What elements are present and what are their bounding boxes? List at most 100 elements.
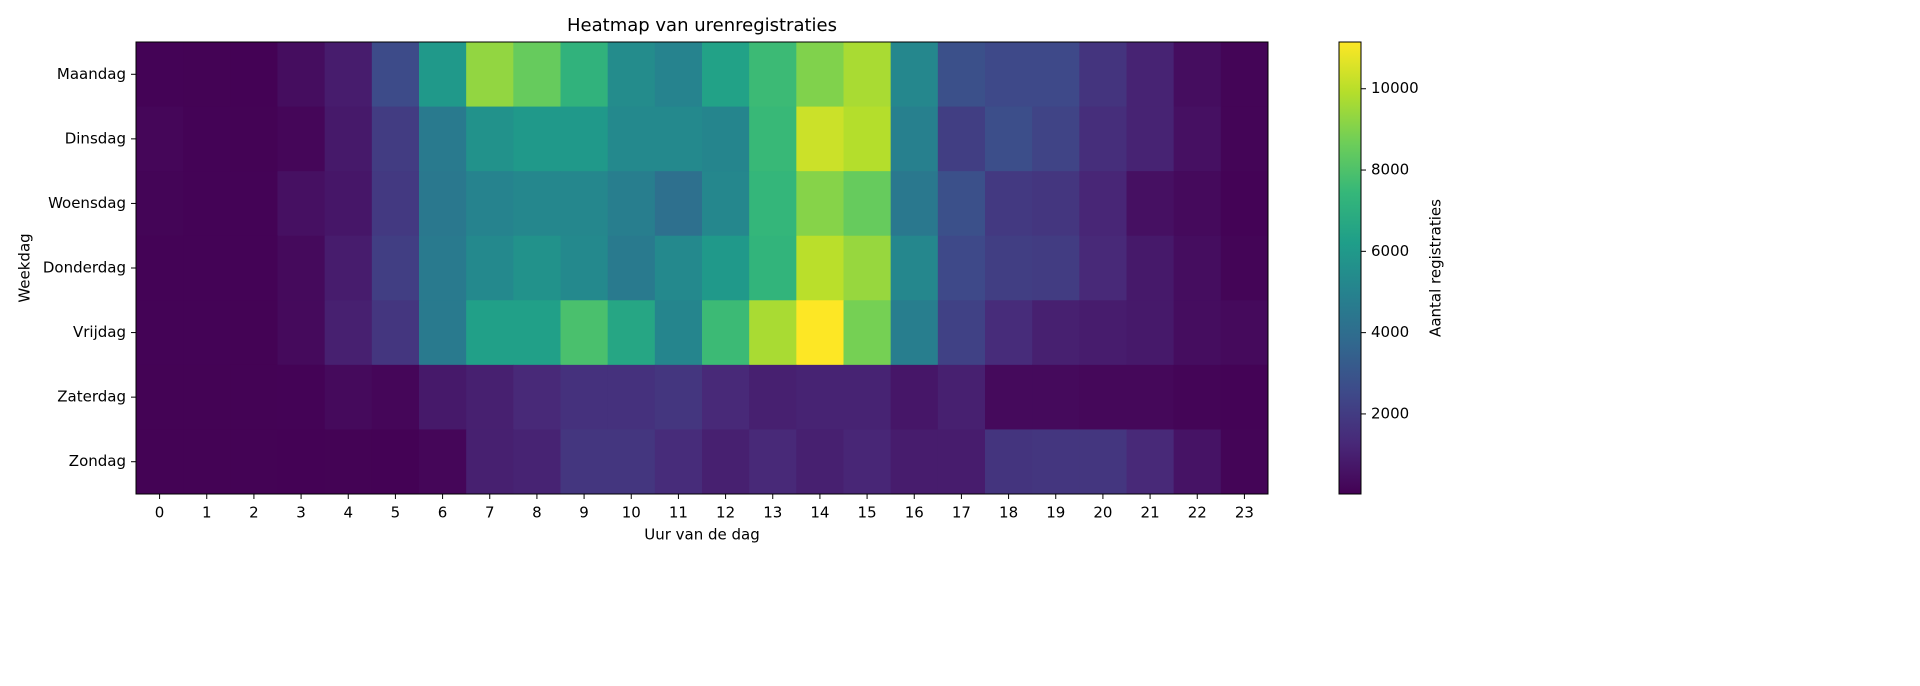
x-tick-label: 13 — [763, 504, 782, 522]
heatmap-cell — [513, 364, 561, 430]
heatmap-cell — [560, 300, 609, 366]
heatmap-cell — [607, 429, 656, 495]
heatmap-cell — [277, 235, 326, 301]
heatmap-cell — [324, 42, 373, 108]
heatmap-cell — [466, 235, 514, 301]
x-tick-label: 14 — [810, 504, 829, 522]
heatmap-cell — [607, 106, 656, 172]
heatmap-cell — [1079, 300, 1127, 366]
heatmap-cell — [183, 235, 231, 301]
heatmap-cell — [796, 42, 844, 108]
heatmap-cell — [466, 429, 514, 495]
heatmap-cell — [890, 429, 939, 495]
x-tick-label: 19 — [1046, 504, 1065, 522]
heatmap-cell — [419, 429, 467, 495]
heatmap-cell — [1126, 42, 1175, 108]
heatmap-cell — [230, 364, 278, 430]
heatmap-cell — [230, 300, 278, 366]
y-tick-label: Donderdag — [43, 259, 126, 277]
heatmap-cell — [183, 429, 231, 495]
heatmap-cell — [136, 429, 184, 495]
heatmap-cell — [183, 42, 231, 108]
colorbar-tick-label: 6000 — [1371, 242, 1409, 260]
heatmap-cell — [654, 429, 703, 495]
heatmap-cell — [560, 171, 609, 237]
chart-title: Heatmap van urenregistraties — [567, 15, 837, 36]
heatmap-cell — [513, 42, 561, 108]
heatmap-cell — [1220, 429, 1269, 495]
heatmap-cell — [513, 235, 561, 301]
heatmap-cell — [230, 42, 278, 108]
heatmap-cell — [937, 171, 986, 237]
heatmap-cell — [1032, 300, 1080, 366]
heatmap-cell — [702, 42, 750, 108]
heatmap-cell — [843, 171, 892, 237]
heatmap-cell — [1032, 42, 1080, 108]
heatmap-cell — [183, 171, 231, 237]
heatmap-cell — [796, 300, 844, 366]
heatmap-cell — [702, 364, 750, 430]
x-tick-label: 21 — [1141, 504, 1160, 522]
heatmap-cell — [136, 42, 184, 108]
heatmap-cell — [419, 364, 467, 430]
heatmap-cell — [702, 171, 750, 237]
heatmap-cell — [843, 106, 892, 172]
x-tick-label: 9 — [579, 504, 589, 522]
heatmap-cell — [654, 235, 703, 301]
heatmap-cell — [230, 235, 278, 301]
heatmap-cell — [1032, 171, 1080, 237]
heatmap-cell — [466, 42, 514, 108]
heatmap-cell — [560, 364, 609, 430]
heatmap-cell — [890, 106, 939, 172]
heatmap-cell — [607, 364, 656, 430]
x-tick-label: 2 — [249, 504, 259, 522]
heatmap-cell — [1220, 300, 1269, 366]
heatmap-cell — [796, 106, 844, 172]
x-tick-label: 0 — [155, 504, 165, 522]
y-tick-label: Maandag — [57, 65, 126, 83]
heatmap-cell — [1032, 235, 1080, 301]
heatmap-cell — [843, 235, 892, 301]
heatmap-cell — [419, 171, 467, 237]
heatmap-cell — [937, 235, 986, 301]
x-tick-label: 8 — [532, 504, 542, 522]
heatmap-cell — [1220, 364, 1269, 430]
heatmap-cell — [324, 235, 373, 301]
heatmap-cell — [1173, 364, 1222, 430]
heatmap-cell — [371, 300, 420, 366]
heatmap-cell — [702, 106, 750, 172]
heatmap-cell — [1126, 171, 1175, 237]
heatmap-cell — [890, 171, 939, 237]
colorbar-label: Aantal registraties — [1427, 199, 1445, 337]
x-tick-label: 1 — [202, 504, 212, 522]
heatmap-cell — [1126, 106, 1175, 172]
heatmap-cell — [560, 106, 609, 172]
heatmap-cell — [937, 429, 986, 495]
heatmap-cell — [230, 429, 278, 495]
x-tick-label: 23 — [1235, 504, 1254, 522]
heatmap-cell — [607, 171, 656, 237]
heatmap-cell — [1032, 106, 1080, 172]
heatmap-cell — [937, 364, 986, 430]
heatmap-cell — [937, 300, 986, 366]
heatmap-cell — [1032, 429, 1080, 495]
heatmap-cell — [466, 106, 514, 172]
heatmap-cell — [702, 235, 750, 301]
heatmap-cell — [560, 429, 609, 495]
heatmap-cell — [513, 171, 561, 237]
heatmap-cell — [1126, 235, 1175, 301]
heatmap-cell — [1079, 429, 1127, 495]
x-tick-label: 10 — [622, 504, 641, 522]
heatmap-cell — [230, 106, 278, 172]
heatmap-cell — [324, 106, 373, 172]
heatmap-cell — [277, 106, 326, 172]
heatmap-cell — [654, 171, 703, 237]
colorbar — [1338, 41, 1362, 495]
heatmap-cell — [843, 42, 892, 108]
heatmap-cell — [796, 364, 844, 430]
heatmap-cell — [277, 364, 326, 430]
heatmap-cell — [277, 171, 326, 237]
heatmap-cell — [560, 42, 609, 108]
heatmap-cell — [749, 235, 797, 301]
heatmap-cell — [371, 42, 420, 108]
